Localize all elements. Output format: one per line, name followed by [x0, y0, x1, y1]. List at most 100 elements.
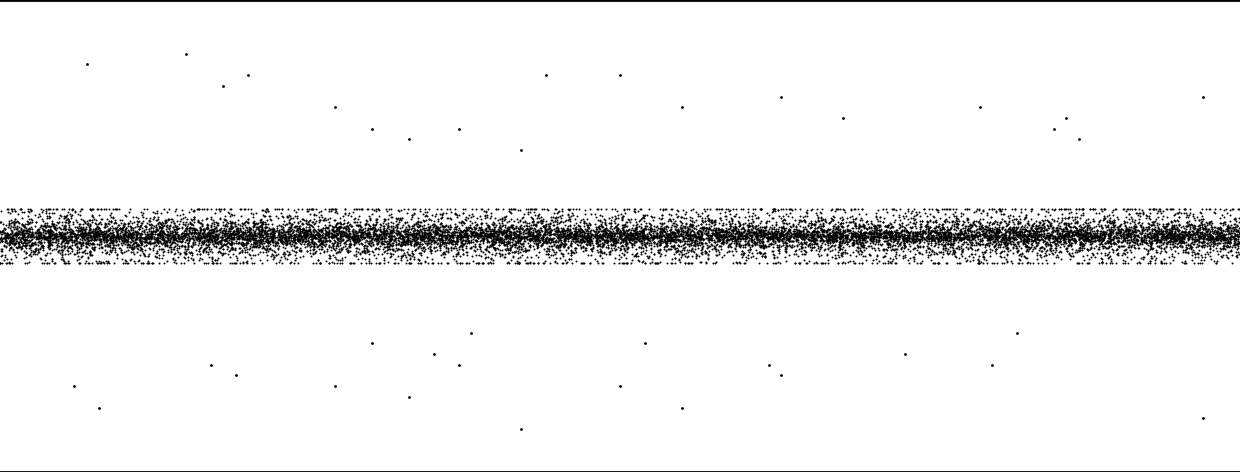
Point: [232, 228, 252, 236]
Point: [7, 235, 27, 242]
Point: [619, 234, 639, 242]
Point: [551, 236, 570, 244]
Point: [433, 210, 453, 217]
Point: [203, 227, 223, 234]
Point: [412, 225, 432, 233]
Point: [862, 237, 882, 245]
Point: [480, 214, 500, 221]
Point: [1089, 223, 1109, 230]
Point: [1080, 229, 1100, 236]
Point: [1188, 225, 1208, 233]
Point: [15, 224, 35, 231]
Point: [554, 236, 574, 244]
Point: [1061, 208, 1081, 216]
Point: [894, 239, 914, 247]
Point: [924, 232, 944, 239]
Point: [921, 232, 941, 240]
Point: [37, 259, 57, 267]
Point: [836, 259, 856, 267]
Point: [613, 222, 632, 229]
Point: [410, 240, 430, 248]
Point: [735, 234, 755, 242]
Point: [315, 205, 335, 213]
Point: [502, 234, 522, 242]
Point: [105, 216, 125, 224]
Point: [1197, 228, 1216, 236]
Point: [1172, 239, 1192, 246]
Point: [560, 231, 580, 239]
Point: [371, 233, 391, 240]
Point: [691, 233, 711, 241]
Point: [735, 213, 755, 220]
Point: [139, 234, 159, 241]
Point: [1183, 233, 1203, 241]
Point: [105, 233, 125, 240]
Point: [867, 236, 887, 244]
Point: [46, 231, 66, 239]
Point: [1074, 242, 1094, 250]
Point: [402, 211, 422, 219]
Point: [1011, 228, 1030, 235]
Point: [410, 243, 430, 250]
Point: [507, 215, 527, 223]
Point: [992, 230, 1012, 238]
Point: [599, 233, 619, 241]
Point: [191, 234, 211, 241]
Point: [484, 237, 503, 245]
Point: [538, 250, 558, 258]
Point: [905, 251, 925, 258]
Point: [742, 221, 761, 229]
Point: [1203, 225, 1223, 232]
Point: [817, 231, 837, 239]
Point: [1151, 259, 1171, 266]
Point: [935, 235, 955, 242]
Point: [72, 226, 92, 233]
Point: [990, 226, 1009, 234]
Point: [231, 226, 250, 233]
Point: [797, 206, 817, 213]
Point: [929, 222, 949, 230]
Point: [611, 245, 631, 253]
Point: [299, 220, 319, 228]
Point: [492, 239, 512, 246]
Point: [620, 230, 640, 238]
Point: [14, 233, 33, 240]
Point: [746, 229, 766, 237]
Point: [587, 231, 606, 239]
Point: [738, 230, 758, 237]
Point: [875, 234, 895, 241]
Point: [337, 236, 357, 244]
Point: [81, 236, 100, 244]
Point: [479, 223, 498, 230]
Point: [769, 258, 789, 266]
Point: [552, 233, 572, 241]
Point: [1033, 248, 1053, 255]
Point: [707, 258, 727, 265]
Point: [768, 235, 787, 243]
Point: [107, 236, 126, 244]
Point: [906, 209, 926, 216]
Point: [387, 224, 407, 232]
Point: [567, 233, 587, 241]
Point: [274, 248, 294, 255]
Point: [469, 234, 489, 242]
Point: [160, 232, 180, 240]
Point: [790, 227, 810, 234]
Point: [124, 244, 144, 252]
Point: [366, 221, 386, 228]
Point: [394, 236, 414, 244]
Point: [670, 239, 689, 246]
Point: [357, 237, 377, 245]
Point: [1074, 230, 1094, 238]
Point: [593, 223, 613, 231]
Point: [61, 228, 81, 236]
Point: [1116, 228, 1136, 235]
Point: [940, 234, 960, 241]
Point: [951, 228, 971, 236]
Point: [50, 249, 69, 257]
Point: [1164, 232, 1184, 240]
Point: [133, 211, 153, 219]
Point: [396, 237, 415, 244]
Point: [699, 220, 719, 228]
Point: [312, 231, 332, 239]
